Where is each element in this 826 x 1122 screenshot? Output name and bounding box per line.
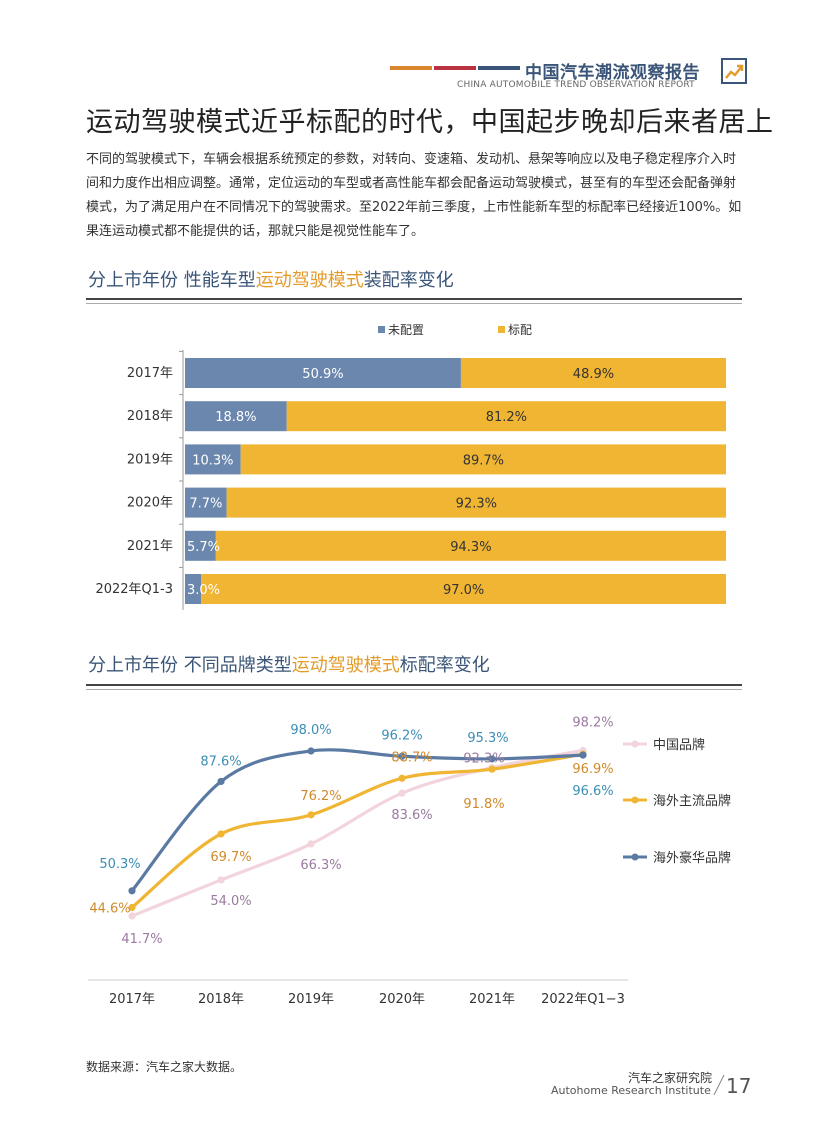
category-label: 2020年 bbox=[127, 496, 173, 511]
point-overseas-luxury bbox=[307, 747, 314, 754]
header-stripe-orange bbox=[390, 66, 432, 70]
line-chart: 2017年 2018年 2019年 2020年 2021年 2022年Q1−3 41.7% 5… bbox=[80, 705, 750, 1015]
page-slash bbox=[712, 1074, 726, 1096]
x-tick-label: 2019年 bbox=[288, 992, 334, 1007]
section2-title: 分上市年份 不同品牌类型运动驾驶模式标配率变化 bbox=[88, 651, 490, 677]
section2-title-post: 标配率变化 bbox=[400, 655, 490, 676]
data-label-overseas-luxury: 98.0% bbox=[290, 723, 331, 738]
legend-swatch-1 bbox=[498, 326, 505, 333]
category-label: 2018年 bbox=[127, 409, 173, 424]
section1-rule-thin bbox=[86, 303, 742, 304]
x-tick-label: 2017年 bbox=[109, 992, 155, 1007]
legend-label-0: 未配置 bbox=[388, 323, 424, 337]
bar-label-unconfigured: 3.0% bbox=[187, 583, 220, 598]
trend-logo-icon bbox=[721, 58, 747, 84]
bar-label-unconfigured: 18.8% bbox=[215, 410, 256, 425]
legend-swatch-0 bbox=[378, 326, 385, 333]
line-overseas-luxury bbox=[132, 750, 583, 891]
point-china bbox=[307, 840, 314, 847]
point-overseas-luxury bbox=[579, 752, 586, 759]
point-overseas-mainstream bbox=[217, 830, 224, 837]
section1-title-highlight: 运动驾驶模式 bbox=[256, 270, 364, 291]
point-overseas-mainstream bbox=[307, 811, 314, 818]
category-label: 2022年Q1-3 bbox=[95, 582, 173, 597]
intro-paragraph: 不同的驾驶模式下，车辆会根据系统预定的参数，对转向、变速箱、发动机、悬架等响应以… bbox=[86, 148, 746, 244]
x-tick-label: 2020年 bbox=[379, 992, 425, 1007]
legend-label-1: 标配 bbox=[508, 323, 532, 337]
section1-title-pre: 分上市年份 性能车型 bbox=[88, 270, 256, 291]
data-label-overseas-mainstream: 44.6% bbox=[89, 902, 130, 917]
bar-label-unconfigured: 5.7% bbox=[187, 540, 220, 555]
section1-title-post: 装配率变化 bbox=[364, 270, 454, 291]
stacked-bar-chart: 未配置 标配 2017年 50.9% 48.9% 2018年 18.8% 81.2% 2019年… bbox=[80, 312, 750, 617]
x-tick-label: 2021年 bbox=[469, 992, 515, 1007]
data-label-overseas-luxury: 95.3% bbox=[467, 731, 508, 746]
page-number: 17 bbox=[726, 1074, 751, 1098]
section2-rule bbox=[86, 684, 742, 686]
header-stripe-blue bbox=[478, 66, 520, 70]
data-label-china: 41.7% bbox=[121, 932, 162, 947]
bar-label-standard: 97.0% bbox=[443, 583, 484, 598]
category-label: 2021年 bbox=[127, 539, 173, 554]
data-label-overseas-mainstream: 91.8% bbox=[463, 797, 504, 812]
data-label-overseas-mainstream: 96.9% bbox=[572, 762, 613, 777]
data-label-overseas-luxury: 96.2% bbox=[381, 728, 422, 743]
data-label-china: 54.0% bbox=[210, 894, 251, 909]
point-overseas-luxury bbox=[128, 887, 135, 894]
bar-label-unconfigured: 10.3% bbox=[192, 453, 233, 468]
data-label-china: 83.6% bbox=[391, 808, 432, 823]
data-label-overseas-mainstream: 69.7% bbox=[210, 850, 251, 865]
x-tick-label: 2022年Q1−3 bbox=[541, 992, 625, 1007]
institute-name-en: Autohome Research Institute bbox=[551, 1084, 711, 1097]
data-source: 数据来源：汽车之家大数据。 bbox=[86, 1058, 242, 1075]
bar-label-standard: 81.2% bbox=[486, 410, 527, 425]
data-label-china: 66.3% bbox=[300, 858, 341, 873]
report-subtitle: CHINA AUTOMOBILE TREND OBSERVATION REPOR… bbox=[457, 80, 695, 90]
point-china bbox=[398, 790, 405, 797]
category-label: 2017年 bbox=[127, 366, 173, 381]
bar-label-standard: 48.9% bbox=[573, 367, 614, 382]
data-label-overseas-mainstream: 88.7% bbox=[391, 750, 432, 765]
page-heading: 运动驾驶模式近乎标配的时代，中国起步晚却后来者居上 bbox=[86, 100, 774, 139]
legend-label-china: 中国品牌 bbox=[653, 737, 705, 753]
legend-marker-overseas-luxury bbox=[632, 854, 639, 861]
section2-title-highlight: 运动驾驶模式 bbox=[292, 655, 400, 676]
section1-rule bbox=[86, 298, 742, 300]
bar-label-standard: 89.7% bbox=[463, 453, 504, 468]
bar-label-standard: 92.3% bbox=[456, 497, 497, 512]
point-overseas-luxury bbox=[217, 778, 224, 785]
data-label-overseas-mainstream: 76.2% bbox=[300, 789, 341, 804]
point-overseas-mainstream bbox=[398, 775, 405, 782]
line-china bbox=[132, 750, 583, 916]
header-stripe-red bbox=[434, 66, 476, 70]
data-label-overseas-luxury: 50.3% bbox=[99, 857, 140, 872]
legend-label-overseas-luxury: 海外豪华品牌 bbox=[653, 850, 731, 866]
point-china bbox=[217, 876, 224, 883]
section1-title: 分上市年份 性能车型运动驾驶模式装配率变化 bbox=[88, 266, 454, 292]
bar-label-standard: 94.3% bbox=[450, 540, 491, 555]
legend-marker-china bbox=[632, 741, 639, 748]
legend-label-overseas-mainstream: 海外主流品牌 bbox=[653, 793, 731, 809]
x-tick-label: 2018年 bbox=[198, 992, 244, 1007]
category-label: 2019年 bbox=[127, 452, 173, 467]
section2-rule-thin bbox=[86, 689, 742, 690]
data-label-overseas-luxury: 87.6% bbox=[200, 754, 241, 769]
data-label-china: 98.2% bbox=[572, 715, 613, 730]
line-overseas-mainstream bbox=[132, 754, 583, 907]
bar-label-unconfigured: 7.7% bbox=[189, 497, 222, 512]
data-label-china: 92.3% bbox=[463, 752, 504, 767]
section2-title-pre: 分上市年份 不同品牌类型 bbox=[88, 655, 292, 676]
legend-marker-overseas-mainstream bbox=[632, 797, 639, 804]
data-label-overseas-luxury: 96.6% bbox=[572, 784, 613, 799]
bar-label-unconfigured: 50.9% bbox=[302, 367, 343, 382]
